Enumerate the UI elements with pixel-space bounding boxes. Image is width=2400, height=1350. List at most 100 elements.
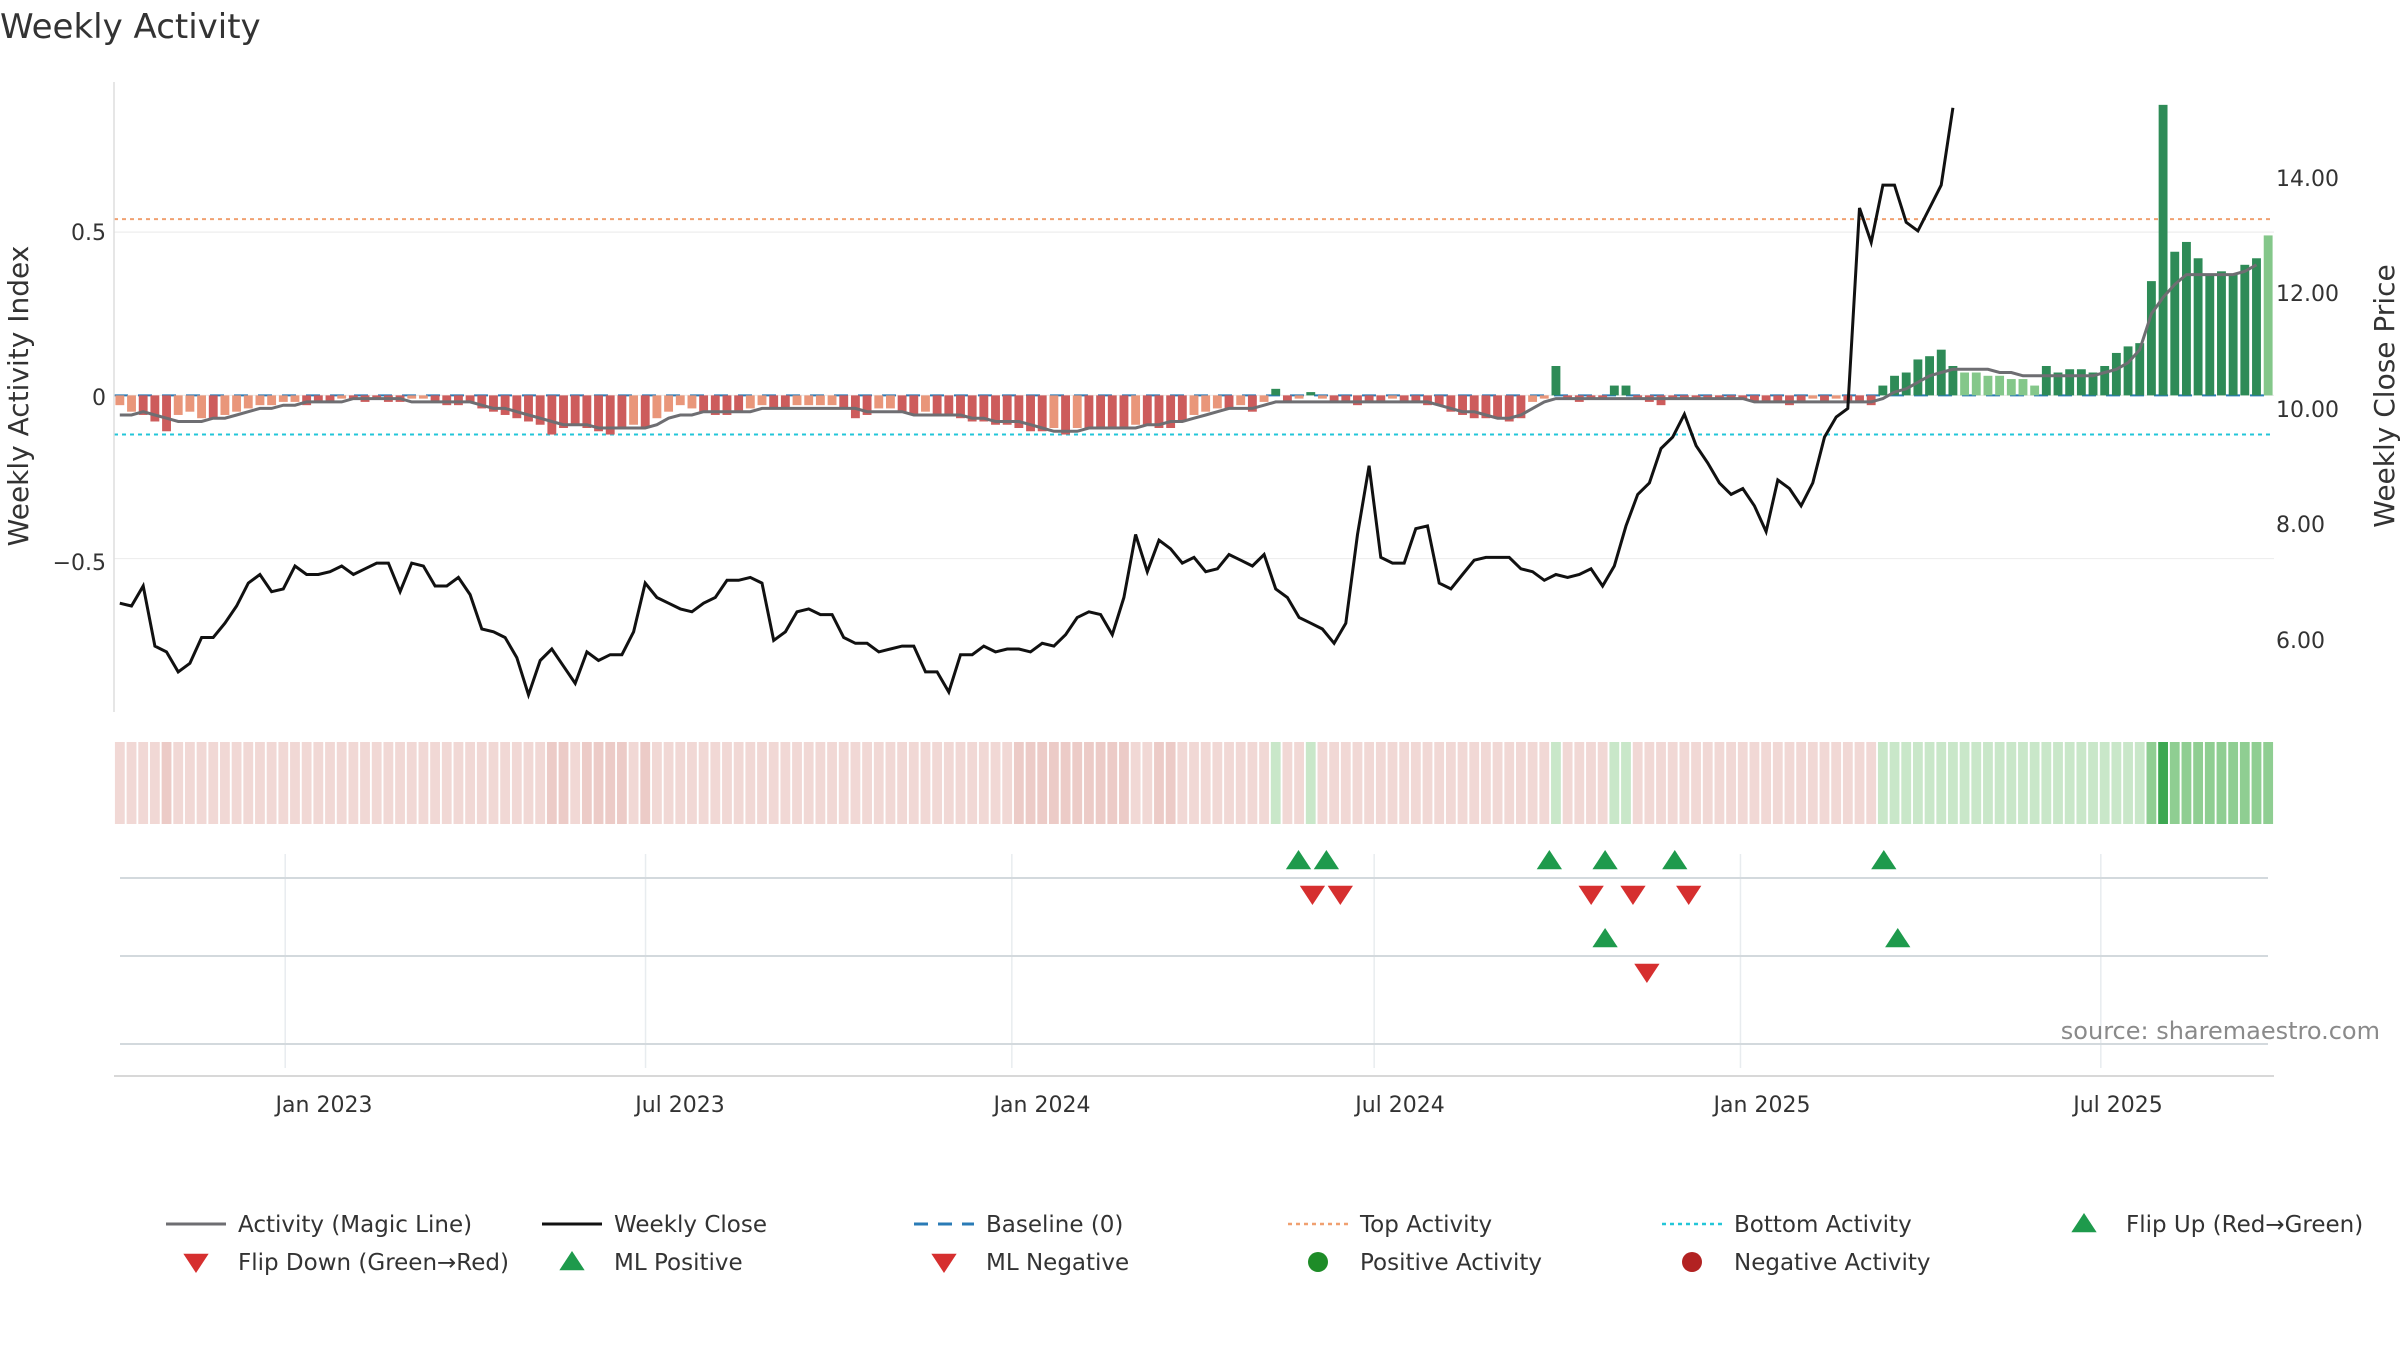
activity-bar	[979, 395, 989, 422]
activity-bar	[2263, 235, 2273, 396]
activity-bar	[640, 395, 650, 429]
activity-bar	[1738, 395, 1748, 399]
activity-bar	[2228, 274, 2238, 396]
activity-bar	[1679, 395, 1689, 399]
activity-bar	[780, 395, 790, 409]
heat-cell	[1983, 742, 1993, 824]
legend-item: Positive Activity	[1308, 1250, 1542, 1276]
heat-cell	[500, 742, 511, 824]
heat-cell	[126, 742, 137, 824]
activity-bar	[1668, 395, 1678, 399]
heat-cell	[1084, 742, 1094, 824]
heat-cell	[2251, 742, 2262, 824]
activity-bar	[1831, 395, 1841, 399]
heat-cell	[1095, 742, 1106, 824]
activity-bar	[944, 395, 954, 415]
activity-bar	[1539, 395, 1549, 399]
activity-bar	[1282, 395, 1292, 402]
activity-bar	[138, 395, 148, 415]
heat-cell	[266, 742, 277, 824]
activity-bar	[1481, 395, 1491, 419]
activity-bar	[921, 395, 930, 412]
heat-cell	[2064, 742, 2075, 824]
activity-bar	[2240, 264, 2250, 396]
heat-cell	[418, 742, 429, 824]
activity-bar	[874, 395, 884, 409]
heat-cell	[1574, 742, 1585, 824]
activity-bar	[850, 395, 860, 419]
heat-cell	[1329, 742, 1340, 824]
heat-cell	[313, 742, 324, 824]
heat-cell	[1866, 742, 1877, 824]
y-axis-label-left: Weekly Activity Index	[2, 246, 35, 547]
flip-up-marker	[1313, 850, 1340, 870]
activity-bar	[1551, 365, 1561, 396]
heat-cell	[476, 742, 487, 824]
heat-cell	[336, 742, 347, 824]
ytick-left-minus-0.5: −0.5	[53, 551, 106, 576]
heat-cell	[1644, 742, 1655, 824]
activity-bar	[1201, 395, 1211, 412]
activity-bar	[489, 395, 498, 412]
activity-bar	[2100, 365, 2110, 396]
activity-bar	[1866, 395, 1876, 406]
activity-bar	[1037, 395, 1047, 432]
heat-cell	[1364, 742, 1375, 824]
heat-cell	[1586, 742, 1596, 824]
heat-cell	[2263, 742, 2274, 824]
activity-bar	[815, 395, 825, 406]
activity-bar	[559, 395, 568, 429]
activity-bar	[1995, 375, 2005, 396]
heat-cell	[231, 742, 242, 824]
heat-cell	[1551, 742, 1561, 824]
flip-up-marker	[1871, 850, 1897, 870]
activity-bar	[1773, 395, 1783, 402]
heat-cell	[757, 742, 767, 824]
activity-bar	[862, 395, 872, 415]
heat-cell	[1224, 742, 1234, 824]
activity-bar	[745, 395, 755, 409]
heat-cell	[675, 742, 686, 824]
heat-cell	[2111, 742, 2122, 824]
activity-bar	[197, 395, 207, 419]
activity-bar	[1446, 395, 1456, 412]
activity-bar	[1691, 395, 1701, 399]
heat-cell	[745, 742, 756, 824]
activity-bar	[1820, 395, 1829, 402]
heat-cell	[430, 742, 440, 824]
activity-bar	[524, 395, 533, 422]
activity-bar	[2135, 343, 2145, 396]
x-axis: Jan 2023 Jul 2023 Jan 2024 Jul 2024 Jan …	[114, 1075, 2274, 1118]
heat-cell	[1924, 742, 1935, 824]
activity-bar	[2018, 379, 2028, 396]
activity-bar	[220, 395, 230, 415]
heat-cell	[2018, 742, 2028, 824]
heat-cell	[1422, 742, 1433, 824]
heat-cell	[1691, 742, 1701, 824]
activity-bar	[722, 395, 732, 415]
heat-cell	[1632, 742, 1643, 824]
heat-cell	[2193, 742, 2204, 824]
ytick-left-0.5: 0.5	[71, 221, 106, 246]
activity-bar	[1107, 395, 1117, 429]
heat-cell	[1948, 742, 1958, 824]
activity-bar	[1808, 395, 1818, 399]
flip-down-marker	[1620, 885, 1646, 905]
activity-bar	[1785, 395, 1794, 406]
magic-line-series	[119, 263, 2258, 433]
heat-cell	[1889, 742, 1900, 824]
activity-bar	[1633, 395, 1643, 399]
activity-bar	[1002, 395, 1012, 425]
heat-cell	[1434, 742, 1445, 824]
event-panel	[120, 850, 2268, 1068]
heat-cell	[301, 742, 312, 824]
activity-bar	[267, 395, 277, 406]
heat-cell	[2099, 742, 2110, 824]
activity-bar	[734, 395, 744, 412]
ytick-right-10: 10.00	[2276, 398, 2339, 423]
ytick-right-6: 6.00	[2276, 629, 2325, 654]
legend-item: Activity (Magic Line)	[166, 1212, 472, 1238]
activity-bar	[605, 395, 615, 435]
activity-bar	[127, 395, 136, 412]
ml-positive-marker	[1885, 928, 1911, 948]
